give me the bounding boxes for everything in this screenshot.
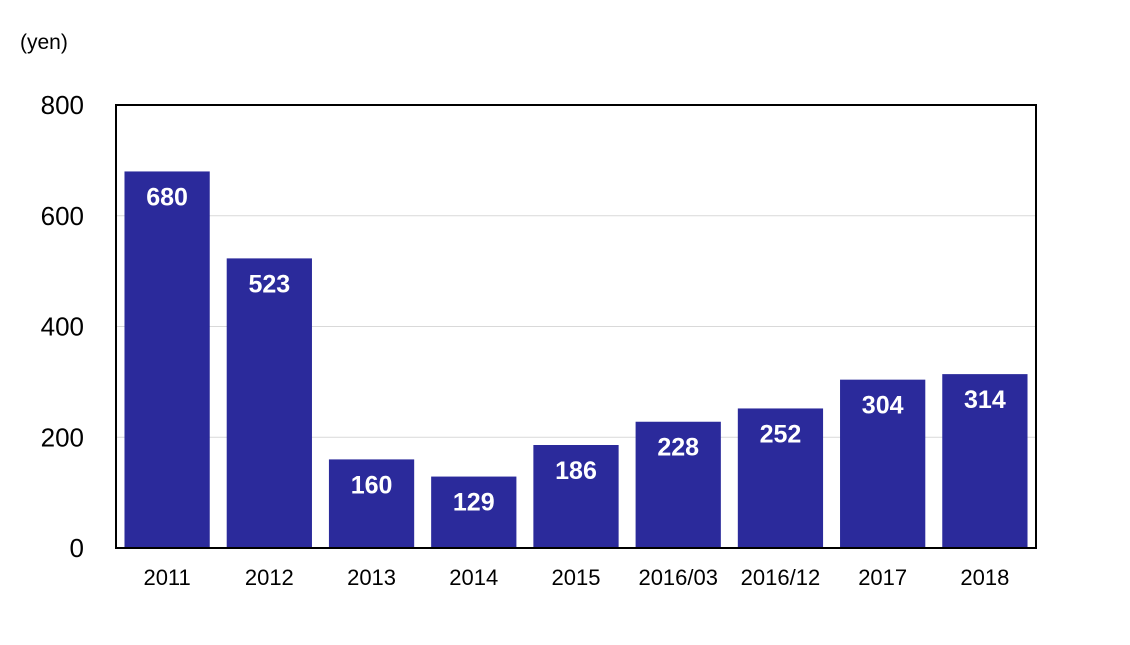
bar-value-label: 523 — [248, 270, 290, 298]
bar-2013 — [328, 459, 415, 548]
bar-value-label: 252 — [760, 420, 802, 448]
bar-2018 — [942, 374, 1028, 548]
x-tick-label: 2014 — [449, 565, 498, 590]
y-tick-label: 800 — [41, 90, 84, 120]
bar-2012 — [226, 258, 312, 548]
x-tick-label: 2017 — [858, 565, 907, 590]
bar-value-label: 160 — [351, 471, 393, 499]
plot-area-frame — [115, 104, 1037, 549]
bar-value-label: 680 — [146, 183, 188, 211]
bar-2016/03 — [635, 421, 721, 548]
bar-2016/12 — [737, 408, 824, 548]
bars — [124, 171, 1028, 548]
bar-value-label: 314 — [964, 386, 1006, 414]
bar-2015 — [533, 445, 619, 548]
bar-2017 — [840, 379, 926, 548]
y-tick-label: 0 — [70, 533, 84, 563]
x-axis-category-labels: 2011 2012 2013 2014 2015 2016/03 2016/12 2017 20… — [143, 565, 1009, 590]
y-axis-tick-labels: 0 200 400 600 800 — [41, 90, 84, 563]
x-tick-label: 2016/03 — [638, 565, 718, 590]
bar-value-labels: 680 523 160 129 186 228 252 304 314 — [146, 183, 1006, 516]
x-tick-label: 2015 — [552, 565, 601, 590]
bar-value-label: 129 — [453, 489, 495, 517]
y-tick-label: 600 — [41, 201, 84, 231]
bar-2014 — [431, 476, 517, 548]
x-tick-label: 2018 — [960, 565, 1009, 590]
x-tick-label: 2016/12 — [741, 565, 821, 590]
bar-value-label: 304 — [862, 392, 904, 420]
x-tick-label: 2012 — [245, 565, 294, 590]
x-tick-label: 2011 — [143, 565, 190, 590]
bar-value-label: 228 — [657, 434, 699, 462]
x-tick-label: 2013 — [347, 565, 396, 590]
y-tick-label: 200 — [41, 422, 84, 452]
bar-2011 — [124, 171, 210, 548]
y-tick-label: 400 — [41, 312, 84, 342]
bar-value-label: 186 — [555, 457, 597, 485]
y-axis-unit-label: (yen) — [20, 31, 68, 54]
